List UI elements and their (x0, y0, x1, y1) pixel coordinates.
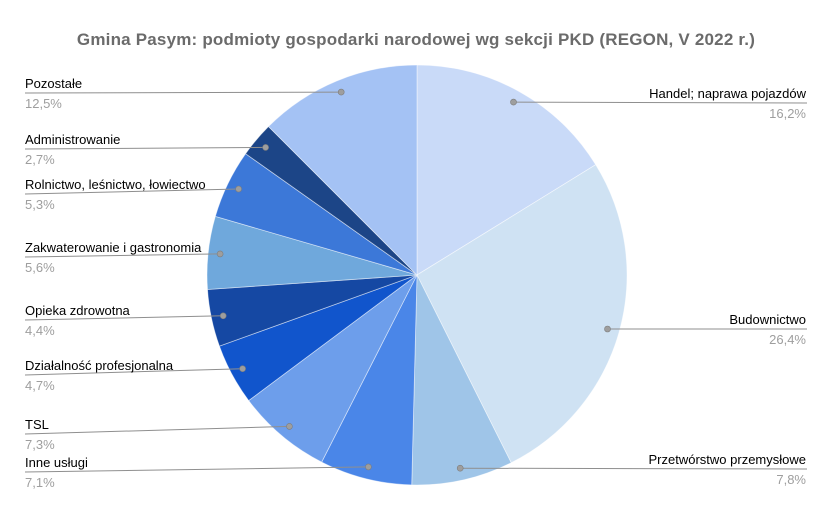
leader-line (24, 425, 290, 435)
pie-slice-2[interactable] (411, 274, 512, 486)
leader-dot (262, 144, 269, 151)
leader-line (513, 101, 808, 104)
leader-line (460, 467, 808, 470)
leader-dot (337, 88, 345, 96)
leader-line (24, 188, 239, 195)
leader-dot (286, 423, 293, 430)
leader-dot (216, 250, 224, 258)
leader-line (24, 368, 243, 376)
leader-dot (456, 464, 464, 472)
leader-dot (235, 185, 242, 193)
leader-line (24, 253, 221, 258)
chart-title: Gmina Pasym: podmioty gospodarki narodow… (76, 30, 756, 49)
pie-slice-10[interactable] (267, 64, 418, 276)
pie-slice-1[interactable] (416, 164, 628, 464)
leader-dot (604, 325, 611, 333)
leader-dot (219, 312, 227, 320)
leader-dot (365, 463, 372, 471)
leader-line (24, 91, 342, 94)
leader-dot (239, 365, 246, 373)
leader-line (24, 466, 369, 473)
pie-slice-0[interactable] (416, 64, 597, 276)
leader-line (24, 315, 224, 321)
leader-line (24, 146, 266, 150)
leader-dot (510, 98, 517, 106)
